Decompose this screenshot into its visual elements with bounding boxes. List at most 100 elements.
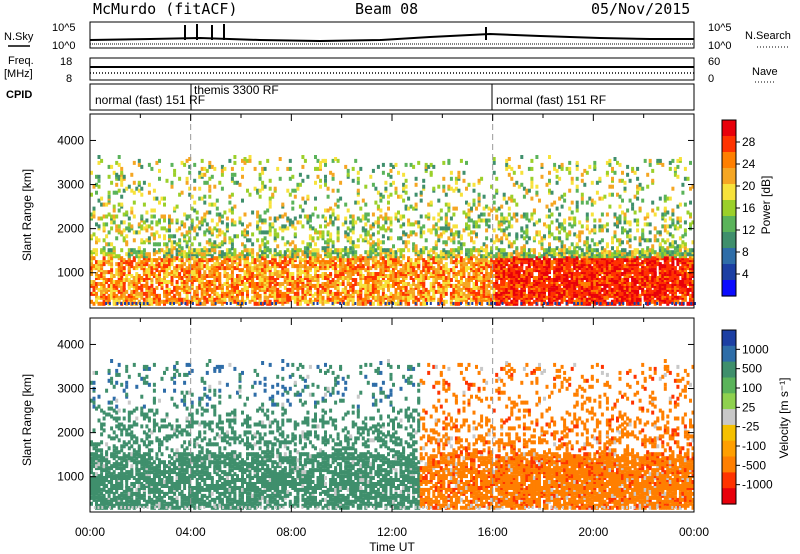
data-cell bbox=[115, 272, 119, 276]
data-cell bbox=[389, 174, 393, 179]
data-cell bbox=[608, 252, 612, 257]
data-cell bbox=[306, 252, 310, 257]
data-cell bbox=[205, 248, 209, 253]
data-cell bbox=[419, 234, 423, 239]
data-cell bbox=[392, 244, 395, 249]
data-cell bbox=[198, 283, 202, 288]
data-cell bbox=[535, 276, 539, 280]
data-cell bbox=[590, 266, 594, 271]
data-cell bbox=[374, 252, 378, 257]
data-cell bbox=[611, 184, 614, 189]
data-cell bbox=[276, 270, 280, 275]
data-cell bbox=[90, 170, 93, 175]
data-cell bbox=[163, 226, 166, 231]
data-cell bbox=[608, 204, 612, 209]
data-cell bbox=[281, 224, 285, 229]
data-cell bbox=[439, 260, 443, 265]
data-cell bbox=[530, 293, 534, 298]
data-cell bbox=[575, 160, 579, 165]
data-cell bbox=[605, 252, 609, 257]
data-cell bbox=[354, 278, 358, 282]
data-cell bbox=[220, 283, 224, 288]
data-cell bbox=[482, 278, 486, 282]
data-cell bbox=[263, 166, 267, 171]
data-cell bbox=[218, 272, 222, 276]
data-cell bbox=[595, 260, 599, 265]
data-cell bbox=[593, 160, 597, 165]
data-cell bbox=[387, 226, 390, 231]
data-cell bbox=[314, 291, 317, 296]
data-cell bbox=[605, 266, 609, 271]
data-cell bbox=[560, 274, 564, 278]
data-cell bbox=[288, 176, 292, 181]
data-cell bbox=[339, 282, 343, 286]
data-cell bbox=[286, 240, 290, 245]
data-cell bbox=[286, 274, 290, 278]
data-cell bbox=[158, 218, 161, 223]
data-cell bbox=[611, 246, 614, 251]
data-cell bbox=[429, 285, 433, 290]
data-cell bbox=[558, 222, 562, 227]
data-cell bbox=[298, 256, 302, 261]
data-cell bbox=[193, 248, 197, 253]
data-cell bbox=[246, 252, 249, 257]
data-cell bbox=[532, 291, 536, 296]
data-cell bbox=[200, 220, 204, 225]
data-cell bbox=[125, 234, 129, 239]
data-cell bbox=[95, 240, 98, 245]
data-cell bbox=[324, 174, 327, 179]
data-cell bbox=[188, 299, 192, 304]
data-cell bbox=[230, 172, 234, 177]
data-cell bbox=[230, 270, 234, 275]
data-cell bbox=[409, 276, 413, 280]
data-cell bbox=[210, 228, 214, 233]
data-cell bbox=[580, 248, 584, 253]
data-cell bbox=[376, 276, 380, 280]
data-cell bbox=[467, 278, 471, 282]
data-cell bbox=[351, 218, 355, 223]
data-cell bbox=[200, 295, 204, 300]
data-cell bbox=[434, 246, 438, 251]
data-cell bbox=[110, 274, 114, 278]
data-cell bbox=[344, 258, 348, 263]
data-cell bbox=[356, 176, 360, 181]
data-cell bbox=[558, 164, 562, 169]
data-cell bbox=[210, 274, 214, 278]
data-cell bbox=[152, 287, 156, 292]
data-cell bbox=[314, 268, 317, 273]
data-cell bbox=[346, 232, 350, 237]
data-cell bbox=[449, 252, 453, 257]
data-cell bbox=[558, 212, 562, 217]
data-cell bbox=[256, 188, 260, 193]
data-cell bbox=[502, 196, 506, 201]
data-cell bbox=[130, 260, 134, 265]
data-cell bbox=[492, 228, 496, 233]
data-cell bbox=[301, 278, 305, 282]
data-cell bbox=[402, 182, 406, 187]
data-cell bbox=[288, 218, 292, 223]
data-cell bbox=[117, 188, 121, 193]
data-cell bbox=[520, 252, 524, 257]
data-cell bbox=[387, 252, 390, 257]
data-cell bbox=[215, 268, 219, 273]
data-cell bbox=[510, 242, 514, 247]
data-cell bbox=[173, 206, 177, 211]
data-cell bbox=[399, 194, 403, 199]
data-cell bbox=[485, 262, 489, 267]
data-cell bbox=[185, 240, 189, 245]
data-cell bbox=[130, 264, 134, 269]
data-cell bbox=[427, 202, 431, 207]
data-cell bbox=[339, 196, 343, 201]
data-cell bbox=[570, 200, 574, 205]
data-cell bbox=[404, 262, 408, 267]
data-cell bbox=[492, 200, 496, 205]
data-cell bbox=[427, 289, 431, 294]
data-cell bbox=[170, 234, 174, 239]
data-cell bbox=[472, 240, 476, 245]
data-cell bbox=[356, 256, 360, 261]
data-cell bbox=[447, 252, 451, 257]
data-cell bbox=[278, 226, 282, 231]
data-cell bbox=[525, 252, 529, 257]
data-cell bbox=[198, 170, 202, 175]
data-cell bbox=[246, 256, 249, 261]
